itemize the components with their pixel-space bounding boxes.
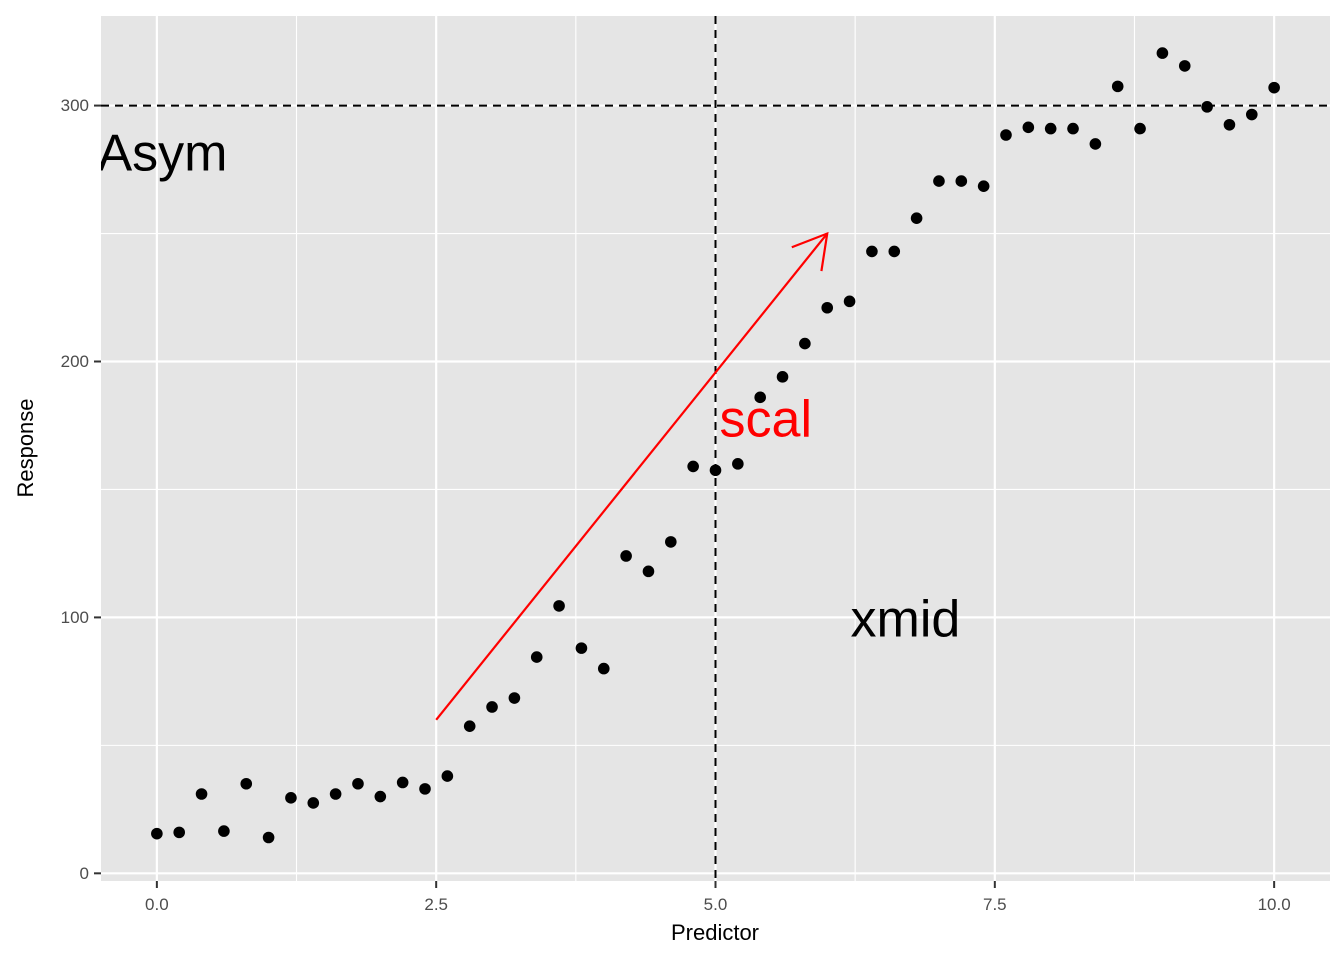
data-point: [1178, 60, 1191, 72]
data-point: [329, 788, 342, 800]
data-point: [396, 776, 409, 789]
data-point: [1134, 122, 1146, 135]
y-tick-label: 200: [61, 352, 89, 371]
data-point: [1089, 138, 1102, 150]
data-point: [843, 295, 856, 308]
data-point: [575, 642, 588, 654]
data-point: [262, 831, 275, 844]
data-point: [374, 790, 387, 803]
data-point: [553, 600, 565, 612]
points-layer: [151, 47, 1280, 844]
data-point: [642, 565, 655, 578]
reference-lines: [101, 16, 1330, 881]
data-point: [463, 720, 476, 732]
data-point: [955, 175, 968, 187]
annotation-layer: Asym scal xmid: [97, 124, 961, 648]
data-point: [1201, 101, 1213, 113]
data-point: [195, 788, 208, 800]
data-point: [1000, 129, 1012, 141]
data-point: [508, 692, 521, 704]
y-tick-label: 100: [61, 608, 89, 627]
arrow-shaft: [435, 232, 829, 721]
data-point: [530, 651, 543, 663]
data-point: [1022, 121, 1035, 134]
data-point: [1156, 47, 1169, 59]
data-point: [240, 777, 253, 790]
x-tick-label: 2.5: [424, 895, 448, 914]
data-point: [1245, 108, 1258, 121]
annotation-scal: scal: [720, 391, 812, 449]
y-tick-label: 300: [61, 96, 89, 115]
data-point: [910, 212, 923, 224]
data-point: [1111, 80, 1124, 93]
data-point: [821, 301, 834, 314]
data-point: [1044, 122, 1057, 135]
data-point: [977, 180, 990, 192]
data-point: [754, 391, 766, 404]
data-point: [732, 458, 744, 470]
x-tick-label: 5.0: [704, 895, 728, 914]
data-point: [799, 337, 811, 350]
data-point: [620, 550, 632, 562]
data-point: [866, 245, 878, 258]
data-point: [486, 701, 498, 713]
data-point: [597, 662, 610, 675]
x-tick-label: 7.5: [983, 895, 1007, 914]
y-tick-label: 0: [80, 864, 89, 883]
arrow-head: [791, 231, 829, 272]
x-axis-title: Predictor: [671, 920, 759, 945]
x-axis: 0.0 2.5 5.0 7.5 10.0: [145, 881, 1291, 914]
data-point: [352, 777, 364, 790]
data-point: [285, 792, 297, 804]
data-point: [151, 827, 163, 840]
data-point: [307, 797, 320, 809]
data-point: [1268, 81, 1280, 94]
data-point: [888, 245, 901, 258]
data-point: [687, 460, 699, 473]
data-point: [1067, 122, 1079, 135]
x-tick-label: 0.0: [145, 895, 169, 914]
data-point: [1223, 118, 1236, 131]
data-point: [173, 826, 186, 839]
x-tick-label: 10.0: [1258, 895, 1291, 914]
y-axis-title: Response: [13, 398, 38, 497]
data-point: [776, 371, 789, 383]
y-axis: 0 100 200 300: [61, 96, 101, 883]
annotation-asym: Asym: [97, 124, 227, 182]
data-point: [419, 783, 431, 795]
data-point: [933, 175, 945, 187]
annotation-xmid: xmid: [851, 590, 961, 648]
data-point: [665, 536, 677, 548]
arrow-layer: [435, 231, 829, 721]
data-point: [218, 825, 230, 837]
data-point: [441, 770, 454, 782]
